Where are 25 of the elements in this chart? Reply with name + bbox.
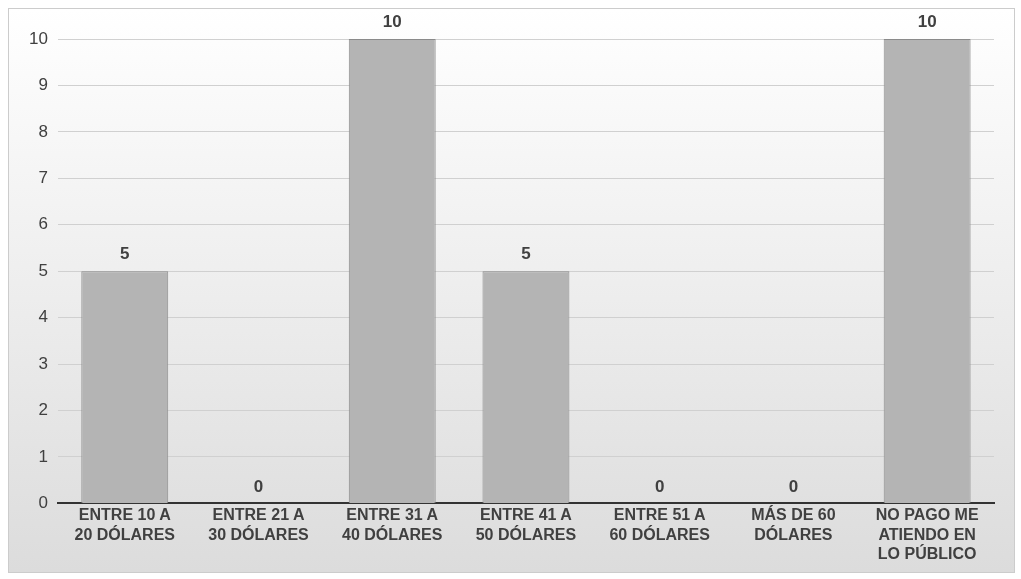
x-tick-label: ENTRE 10 A 20 DÓLARES — [74, 506, 176, 543]
y-tick-label: 3 — [38, 353, 48, 373]
data-label: 5 — [521, 244, 531, 264]
data-label: 0 — [253, 476, 264, 496]
data-label: 10 — [917, 12, 937, 32]
y-tick-label: 10 — [28, 28, 48, 48]
data-label: 0 — [654, 476, 665, 496]
data-label: 0 — [788, 476, 799, 496]
x-tick-label: MÁS DE 60 DÓLARES — [751, 505, 836, 543]
x-tick-label: ENTRE 31 A 40 DÓLARES — [341, 506, 443, 543]
y-tick-label: 8 — [38, 121, 48, 141]
y-tick-label: 4 — [38, 307, 48, 327]
y-tick-label: 1 — [38, 446, 48, 466]
y-tick-label: 5 — [38, 260, 48, 280]
y-tick-label: 0 — [38, 493, 48, 513]
y-tick-label: 9 — [38, 75, 48, 95]
y-tick-label: 7 — [38, 168, 48, 188]
x-tick-label: ENTRE 21 A 30 DÓLARES — [208, 506, 310, 543]
y-tick-label: 2 — [38, 400, 48, 420]
x-tick-label: NO PAGO ME ATIENDO EN LO PÚBLICO — [875, 506, 979, 562]
y-tick-label: 6 — [38, 214, 48, 234]
data-label: 10 — [382, 12, 402, 32]
x-tick-label: ENTRE 41 A 50 DÓLARES — [475, 506, 577, 543]
data-label: 5 — [120, 244, 130, 264]
x-tick-label: ENTRE 51 A 60 DÓLARES — [609, 506, 711, 543]
